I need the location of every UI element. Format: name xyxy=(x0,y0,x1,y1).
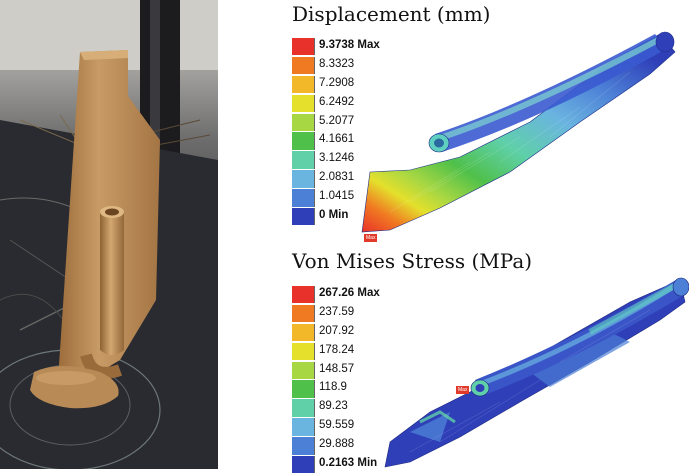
legend-row: 5.2077 xyxy=(292,113,412,133)
legend-row: 6.2492 xyxy=(292,94,412,114)
legend-row: 2.0831 xyxy=(292,170,412,189)
legend-row: 59.559 xyxy=(292,418,412,437)
legend-label: 148.57 xyxy=(319,362,355,375)
legend-label: 0 Min xyxy=(319,209,349,222)
legend-swatch xyxy=(292,56,315,75)
legend-swatch xyxy=(292,437,315,455)
legend-row: 0 Min xyxy=(292,208,412,227)
legend-row: 178.24 xyxy=(292,342,412,362)
legend-swatch xyxy=(292,208,315,226)
legend-row: 1.0415 xyxy=(292,189,412,208)
legend-label: 5.2077 xyxy=(319,114,355,127)
legend-label: 0.2163 Min xyxy=(319,457,378,470)
legend-swatch xyxy=(292,132,315,150)
legend-label: 59.559 xyxy=(319,419,355,432)
legend-row: 29.888 xyxy=(292,437,412,456)
legend-row: 267.26 Max xyxy=(292,286,412,305)
legend-row: 8.3323 xyxy=(292,56,412,76)
displacement-legend: 9.3738 Max 8.3323 7.2908 6.2492 5.2077 4… xyxy=(292,38,412,227)
legend-label: 6.2492 xyxy=(319,95,355,108)
legend-label: 3.1246 xyxy=(319,152,355,165)
displacement-title: Displacement (mm) xyxy=(292,2,491,26)
legend-label: 4.1661 xyxy=(319,133,355,146)
legend-row: 4.1661 xyxy=(292,132,412,151)
legend-swatch xyxy=(292,94,315,113)
legend-swatch xyxy=(292,38,315,56)
max-probe-tag: Max xyxy=(364,234,378,242)
legend-row: 9.3738 Max xyxy=(292,38,412,57)
legend-swatch xyxy=(292,323,315,342)
legend-row: 89.23 xyxy=(292,399,412,418)
legend-swatch xyxy=(292,75,315,94)
legend-row: 237.59 xyxy=(292,304,412,324)
legend-label: 207.92 xyxy=(319,324,355,337)
stress-model: Max xyxy=(380,262,689,469)
legend-swatch xyxy=(292,286,315,304)
legend-swatch xyxy=(292,151,315,169)
legend-swatch xyxy=(292,170,315,188)
stress-title: Von Mises Stress (MPa) xyxy=(292,249,533,273)
legend-swatch xyxy=(292,113,315,131)
legend-swatch xyxy=(292,189,315,207)
legend-label: 2.0831 xyxy=(319,171,355,184)
legend-swatch xyxy=(292,342,315,361)
legend-swatch xyxy=(292,418,315,436)
legend-swatch xyxy=(292,380,315,398)
displacement-model: Max xyxy=(350,12,689,248)
legend-label: 29.888 xyxy=(319,438,355,451)
legend-swatch xyxy=(292,361,315,379)
legend-label: 1.0415 xyxy=(319,190,355,203)
max-probe-tag: Max xyxy=(456,386,470,394)
legend-row: 7.2908 xyxy=(292,75,412,95)
legend-label: 89.23 xyxy=(319,400,348,413)
legend-label: 267.26 Max xyxy=(319,287,380,299)
legend-row: 207.92 xyxy=(292,323,412,343)
legend-label: 118.9 xyxy=(319,381,347,394)
printed-part-photo xyxy=(0,0,218,469)
legend-label: 237.59 xyxy=(319,305,355,318)
legend-row: 3.1246 xyxy=(292,151,412,170)
legend-label: 7.2908 xyxy=(319,76,355,89)
legend-row: 148.57 xyxy=(292,361,412,381)
stress-legend: 267.26 Max 237.59 207.92 178.24 148.57 1… xyxy=(292,286,412,475)
legend-label: 178.24 xyxy=(319,343,355,356)
legend-swatch xyxy=(292,399,315,417)
legend-label: 8.3323 xyxy=(319,57,355,70)
photo-illustration xyxy=(0,0,218,469)
legend-swatch xyxy=(292,456,315,474)
legend-label: 9.3738 Max xyxy=(319,39,380,51)
legend-row: 118.9 xyxy=(292,380,412,399)
legend-swatch xyxy=(292,304,315,323)
